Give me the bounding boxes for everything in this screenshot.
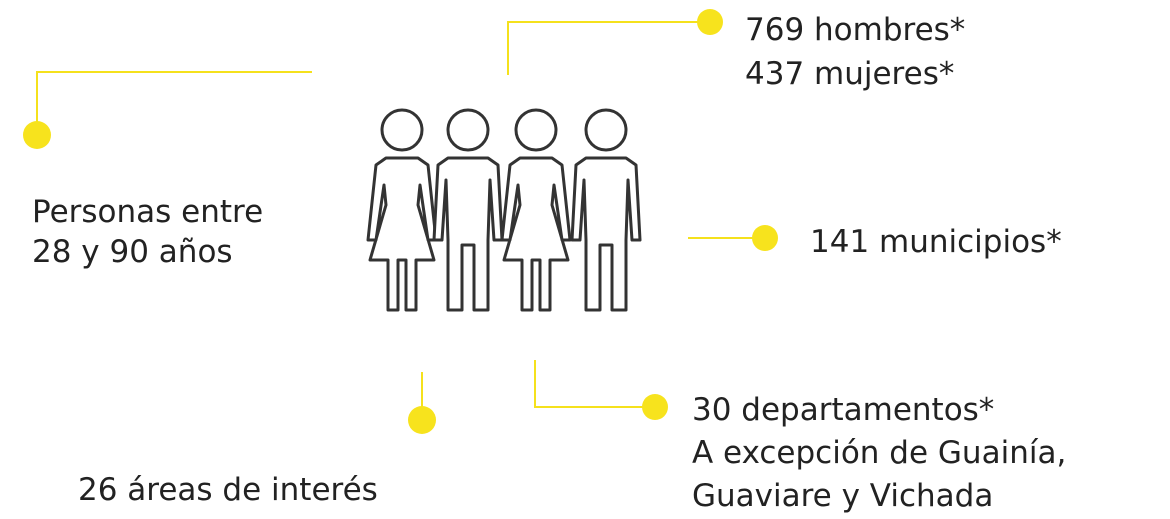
connector [36, 71, 312, 125]
callout-text: 141 municipios* [810, 224, 1062, 260]
female-figure [366, 108, 438, 312]
dot [642, 394, 668, 420]
connector [507, 21, 705, 75]
callout-text: A excepción de Guainía, [692, 435, 1066, 471]
callout-text: 30 departamentos* [692, 392, 994, 428]
callout-text: Guaviare y Vichada [692, 478, 993, 514]
callout-text: 26 áreas de interés [78, 472, 378, 508]
callout-text: 769 hombres* [745, 12, 965, 48]
dot [408, 406, 436, 434]
connector [534, 360, 650, 408]
male-figure [432, 108, 504, 312]
dot [697, 9, 723, 35]
callout-text: 437 mujeres* [745, 56, 954, 92]
dot [23, 121, 51, 149]
male-figure [570, 108, 642, 312]
female-figure [500, 108, 572, 312]
dot [752, 225, 778, 251]
people-icon [366, 108, 642, 312]
callout-text: 28 y 90 años [32, 234, 233, 270]
callout-text: Personas entre [32, 194, 263, 230]
